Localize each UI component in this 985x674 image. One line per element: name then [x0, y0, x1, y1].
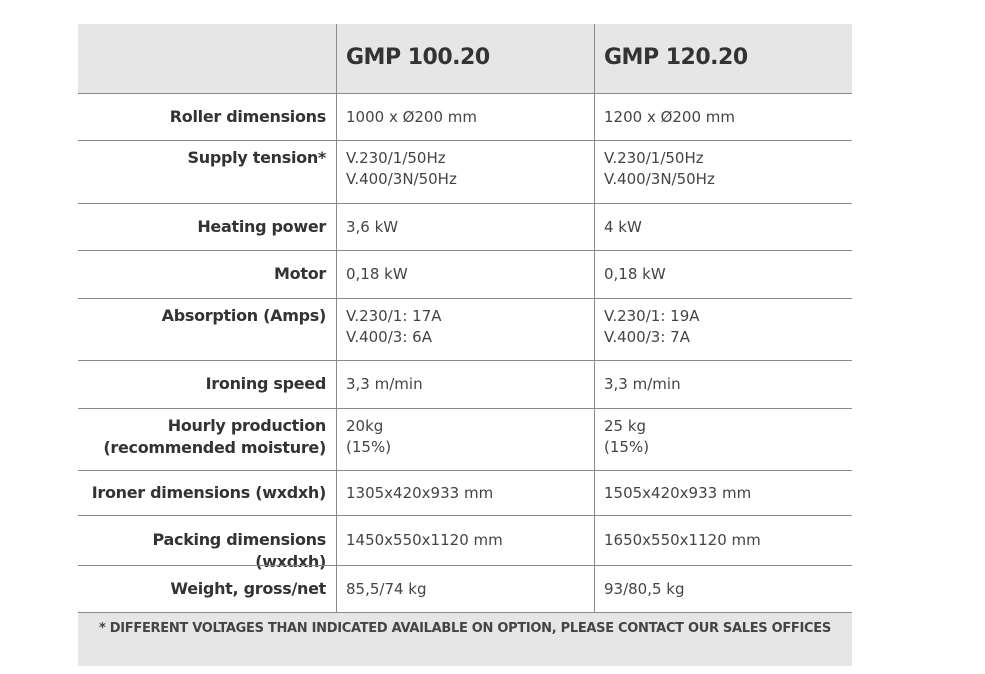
column-header: GMP 100.20: [346, 45, 490, 70]
row-divider: [78, 515, 852, 516]
cell-text: 3,3 m/min: [604, 375, 681, 393]
cell-text: 3,3 m/min: [346, 375, 423, 393]
cell-text: 20kg: [346, 417, 384, 435]
footnote: * DIFFERENT VOLTAGES THAN INDICATED AVAI…: [99, 621, 831, 636]
cell-text: V.400/3: 7A: [604, 328, 690, 346]
cell-text: 4 kW: [604, 217, 642, 236]
cell-text: 1000 x Ø200 mm: [346, 107, 478, 126]
cell-text: V.230/1/50Hz: [346, 149, 446, 167]
cell-text: V.400/3N/50Hz: [346, 170, 457, 188]
cell-text: 0,18 kW: [604, 265, 666, 283]
header-background: [78, 24, 852, 93]
cell-text: V.230/1: 17A: [346, 307, 442, 325]
cell-text: 1505x420x933 mm: [604, 483, 752, 502]
row-label: Hourly production: [167, 416, 327, 435]
row-label: Absorption (Amps): [161, 306, 327, 325]
row-label: Roller dimensions: [169, 106, 327, 126]
row-label: Supply tension*: [187, 148, 327, 167]
column-header: GMP 120.20: [604, 45, 748, 70]
cell-text: 0,18 kW: [346, 265, 408, 283]
cell-text: 1305x420x933 mm: [346, 483, 494, 502]
cell-text: 93/80,5 kg: [604, 579, 685, 598]
cell-text: V.400/3N/50Hz: [604, 170, 715, 188]
cell-text: (15%): [346, 438, 392, 456]
cell-text: 1200 x Ø200 mm: [604, 107, 736, 126]
cell-text: 85,5/74 kg: [346, 579, 427, 598]
cell-text: 1450x550x1120 mm: [346, 531, 503, 549]
row-divider: [78, 250, 852, 251]
row-divider: [78, 360, 852, 361]
cell-text: V.230/1/50Hz: [604, 149, 704, 167]
row-label: Heating power: [197, 216, 326, 236]
cell-text: 1650x550x1120 mm: [604, 531, 761, 549]
row-divider: [78, 298, 852, 299]
row-label: Motor: [274, 264, 326, 283]
cell-text: 25 kg: [604, 417, 647, 435]
row-divider: [78, 565, 852, 566]
row-label: (recommended moisture): [103, 438, 326, 457]
column-divider: [594, 24, 595, 612]
row-divider: [78, 140, 852, 141]
row-divider: [78, 93, 852, 94]
cell-text: 3,6 kW: [346, 217, 399, 236]
row-label: Packing dimensions (wxdxh): [152, 530, 327, 571]
row-divider: [78, 612, 852, 613]
row-label: Ironing speed: [205, 374, 327, 393]
row-divider: [78, 470, 852, 471]
column-divider: [336, 24, 337, 612]
footer-background: [78, 612, 852, 666]
row-label: Ironer dimensions (wxdxh): [91, 482, 327, 502]
row-divider: [78, 408, 852, 409]
row-divider: [78, 203, 852, 204]
row-label: Weight, gross/net: [170, 578, 326, 598]
cell-text: (15%): [604, 438, 650, 456]
cell-text: V.230/1: 19A: [604, 307, 700, 325]
cell-text: V.400/3: 6A: [346, 328, 432, 346]
